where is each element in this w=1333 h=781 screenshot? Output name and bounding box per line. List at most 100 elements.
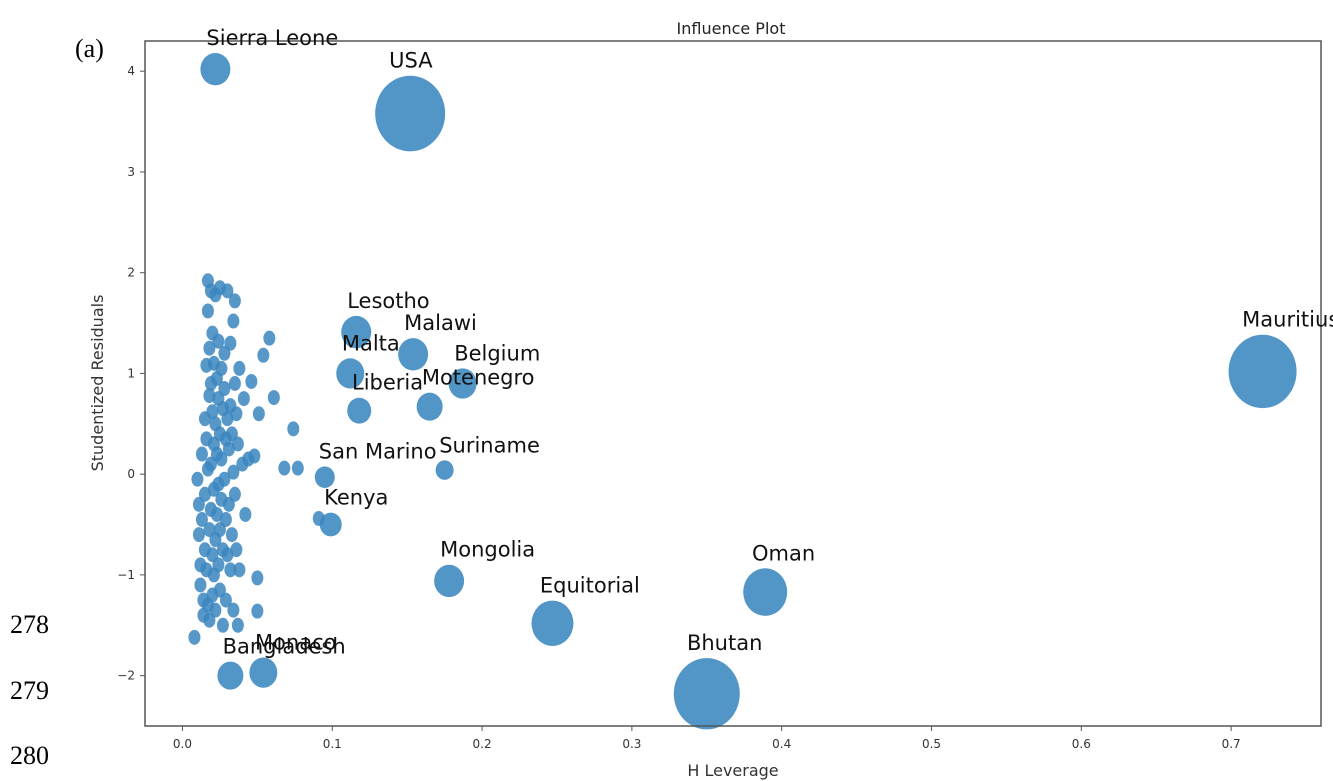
point-label: Lesotho bbox=[347, 289, 429, 313]
point-label: Monaco bbox=[255, 630, 337, 654]
panel-label: (a) bbox=[75, 34, 104, 63]
data-point-san-marino bbox=[314, 466, 335, 488]
x-tick-label: 0.6 bbox=[1072, 737, 1091, 751]
x-axis-label: H Leverage bbox=[687, 761, 778, 780]
data-point bbox=[192, 527, 205, 543]
data-point bbox=[227, 464, 240, 480]
data-point bbox=[291, 460, 304, 476]
chart-title: Influence Plot bbox=[677, 19, 786, 38]
data-point-oman bbox=[743, 568, 788, 616]
data-point bbox=[231, 617, 244, 633]
data-point bbox=[218, 471, 231, 487]
data-point-mauritius bbox=[1228, 334, 1297, 409]
data-point bbox=[195, 446, 208, 462]
data-point bbox=[278, 460, 291, 476]
point-label: Malawi bbox=[404, 311, 477, 335]
data-point bbox=[245, 373, 258, 389]
data-point bbox=[210, 506, 223, 522]
data-point bbox=[216, 617, 229, 633]
x-tick-label: 0.4 bbox=[772, 737, 791, 751]
data-point bbox=[227, 313, 240, 329]
data-point bbox=[239, 506, 252, 522]
data-point bbox=[248, 448, 261, 464]
point-label: Equitorial bbox=[540, 574, 640, 598]
point-label: Bhutan bbox=[687, 631, 762, 655]
line-number: 278 bbox=[10, 610, 49, 639]
data-point bbox=[224, 335, 237, 351]
data-point bbox=[263, 330, 276, 346]
data-point bbox=[267, 390, 280, 406]
point-label: Mauritius bbox=[1242, 308, 1333, 332]
x-tick-label: 0.2 bbox=[473, 737, 492, 751]
point-label: Bangladesh bbox=[223, 635, 346, 659]
data-point bbox=[188, 629, 201, 645]
data-point-malawi bbox=[398, 338, 429, 371]
x-tick-label: 0.7 bbox=[1222, 737, 1241, 751]
data-point bbox=[218, 381, 231, 397]
y-tick-label: 0 bbox=[127, 467, 135, 481]
data-point bbox=[225, 527, 238, 543]
data-point bbox=[233, 360, 246, 376]
data-point bbox=[215, 451, 228, 467]
data-point bbox=[257, 347, 270, 363]
data-point bbox=[227, 602, 240, 618]
data-point bbox=[221, 283, 234, 299]
data-point bbox=[221, 547, 234, 563]
data-point-monaco bbox=[249, 657, 278, 688]
data-point bbox=[203, 340, 216, 356]
data-point-motenegro bbox=[416, 392, 443, 421]
data-point bbox=[215, 360, 228, 376]
data-point bbox=[191, 471, 204, 487]
point-label: Sierra Leone bbox=[206, 26, 338, 50]
data-point-malta bbox=[336, 358, 365, 389]
data-point bbox=[212, 557, 225, 573]
data-point bbox=[219, 592, 232, 608]
data-point bbox=[237, 391, 250, 407]
point-label: Belgium bbox=[454, 341, 540, 365]
data-point bbox=[252, 406, 265, 422]
point-label: Liberia bbox=[352, 371, 423, 395]
point-label: San Marino bbox=[319, 439, 437, 463]
plot-frame bbox=[144, 40, 1322, 727]
data-point-lesotho bbox=[341, 315, 372, 349]
y-tick-label: 4 bbox=[127, 64, 135, 78]
data-point bbox=[194, 577, 207, 593]
data-point bbox=[219, 511, 232, 527]
data-point bbox=[195, 511, 208, 527]
data-point bbox=[222, 441, 235, 457]
point-label: Motenegro bbox=[422, 366, 535, 390]
point-label: Kenya bbox=[324, 486, 388, 510]
data-point-equitorial bbox=[531, 600, 574, 646]
data-point-suriname bbox=[435, 460, 454, 480]
data-point-belgium bbox=[448, 368, 477, 399]
point-label: Mongolia bbox=[440, 538, 535, 562]
ticks-layer: 0.0 0.1 0.2 0.3 0.4 0.5 0.6 0.7 −2 −1 0 1 2 3 4 bbox=[117, 64, 1240, 751]
x-tick-label: 0.1 bbox=[323, 737, 342, 751]
point-label: Malta bbox=[342, 331, 400, 355]
data-point bbox=[231, 436, 244, 452]
y-tick-label: 3 bbox=[127, 165, 135, 179]
data-point bbox=[206, 404, 219, 420]
data-point bbox=[230, 542, 243, 558]
data-point bbox=[233, 562, 246, 578]
data-point-sierra-leone bbox=[200, 53, 231, 86]
point-label: USA bbox=[389, 49, 433, 73]
point-label: Suriname bbox=[439, 433, 540, 457]
data-point-usa bbox=[375, 75, 446, 152]
data-point bbox=[203, 388, 216, 404]
line-number: 279 bbox=[10, 676, 49, 705]
data-point bbox=[201, 303, 214, 319]
data-point bbox=[228, 376, 241, 391]
data-point bbox=[198, 486, 211, 502]
data-point-liberia bbox=[347, 397, 372, 424]
data-point bbox=[287, 421, 300, 437]
y-tick-label: 2 bbox=[127, 266, 135, 280]
data-point bbox=[251, 603, 264, 619]
data-point bbox=[209, 602, 222, 618]
data-point bbox=[224, 562, 237, 578]
line-number: 280 bbox=[10, 741, 49, 770]
points-layer bbox=[188, 53, 1297, 730]
data-point bbox=[228, 486, 241, 502]
